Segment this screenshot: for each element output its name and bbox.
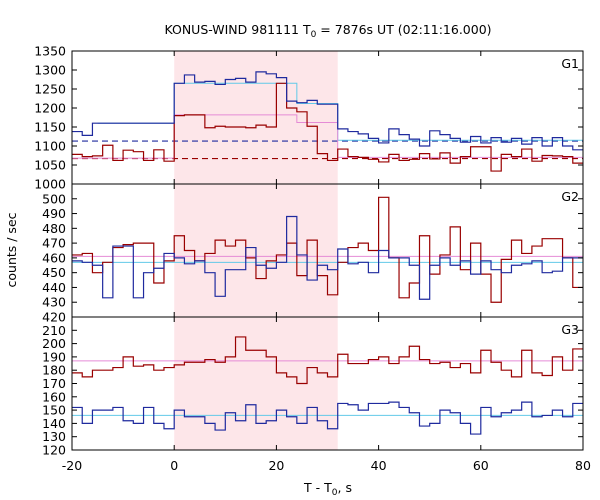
g2-y-tick-label: 470 (42, 236, 66, 251)
g1-y-tick-label: 1350 (34, 44, 66, 59)
g1-y-tick-label: 1100 (34, 139, 66, 154)
g1-model-cyan-line (97, 82, 583, 141)
y-axis-label: counts / sec (4, 212, 19, 287)
g2-panel-label: G2 (561, 189, 579, 204)
g1-y-tick-label: 1300 (34, 63, 66, 78)
chart-title: KONUS-WIND 981111 T0 = 7876s UT (02:11:1… (164, 22, 491, 40)
x-tick-label: 80 (575, 458, 591, 473)
g2-y-tick-label: 420 (42, 310, 66, 325)
g2-y-tick-label: 430 (42, 295, 66, 310)
g1-panel-label: G1 (561, 56, 579, 71)
g3-y-tick-label: 130 (42, 429, 66, 444)
g1-blue-series (72, 71, 583, 151)
g2-y-tick-label: 440 (42, 280, 66, 295)
g3-y-tick-label: 190 (42, 349, 66, 364)
g3-y-tick-label: 180 (42, 363, 66, 378)
x-axis-label: T - T0, s (303, 480, 352, 498)
x-tick-label: -20 (62, 458, 82, 473)
g3-y-tick-label: 170 (42, 376, 66, 391)
g1-red-series (72, 82, 583, 172)
g3-y-tick-label: 150 (42, 403, 66, 418)
g1-y-tick-label: 1250 (34, 82, 66, 97)
x-tick-label: 40 (371, 458, 387, 473)
x-tick-label: 20 (268, 458, 284, 473)
g2-y-tick-label: 450 (42, 265, 66, 280)
g2-y-tick-label: 490 (42, 206, 66, 221)
g2-blue-series (72, 215, 583, 300)
g3-panel-label: G3 (561, 322, 579, 337)
g2-y-tick-label: 500 (42, 191, 66, 206)
g2-y-tick-label: 460 (42, 250, 66, 265)
g3-red-series (72, 336, 583, 385)
g3-y-tick-label: 200 (42, 336, 66, 351)
g3-y-tick-label: 120 (42, 443, 66, 458)
g1-y-tick-label: 1200 (34, 101, 66, 116)
g1-y-tick-label: 1150 (34, 120, 66, 135)
g2-y-tick-label: 480 (42, 221, 66, 236)
x-tick-label: 0 (170, 458, 178, 473)
g1-y-tick-label: 1050 (34, 158, 66, 173)
g3-y-tick-label: 210 (42, 323, 66, 338)
x-tick-label: 60 (473, 458, 489, 473)
plot-area: 10001050110011501200125013001350G1420430… (34, 44, 591, 474)
g2-red-series (72, 196, 583, 303)
g1-y-tick-label: 1000 (34, 177, 66, 192)
g3-y-tick-label: 140 (42, 416, 66, 431)
g3-blue-series (72, 401, 583, 435)
g3-y-tick-label: 160 (42, 389, 66, 404)
